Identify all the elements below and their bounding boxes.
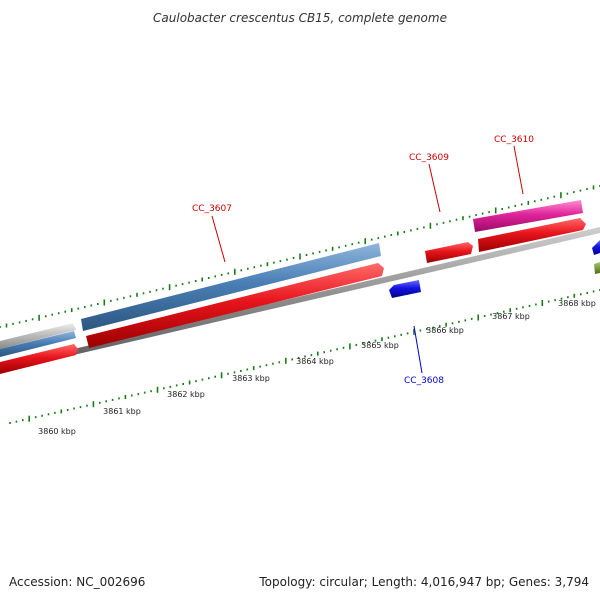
gene-label-cc3610: CC_3610 <box>494 135 534 145</box>
gene-label-cc3607: CC_3607 <box>192 204 232 214</box>
scale-label: 3864 kbp <box>296 357 334 366</box>
red-cds-3610 <box>478 218 586 252</box>
grey-feature <box>0 323 76 349</box>
genome-stats-text: Topology: circular; Length: 4,016,947 bp… <box>258 575 589 589</box>
outer-tick-ring <box>0 185 600 328</box>
blue-feature-left <box>0 331 76 357</box>
map-title: Caulobacter crescentus CB15, complete ge… <box>153 11 447 25</box>
accession-text: Accession: NC_002696 <box>9 575 145 589</box>
backbone <box>0 227 600 372</box>
blue-feature <box>81 243 381 331</box>
pink-feature <box>473 200 583 232</box>
callout-cc3609 <box>428 163 441 213</box>
scale-label: 3861 kbp <box>103 407 141 416</box>
scale-label: 3868 kbp <box>558 299 596 308</box>
green-feature <box>594 262 600 274</box>
red-cds-3607 <box>86 263 384 348</box>
feature-track <box>0 200 600 374</box>
blue-cds-3608 <box>389 280 421 298</box>
red-cds-left <box>0 344 78 374</box>
callout-cc3608 <box>413 325 423 374</box>
scale-label: 3867 kbp <box>492 312 530 321</box>
gene-label-cc3608: CC_3608 <box>404 376 444 386</box>
scale-label: 3863 kbp <box>232 374 270 383</box>
callout-cc3610 <box>513 145 524 195</box>
scale-label: 3860 kbp <box>38 427 76 436</box>
inner-tick-ring <box>9 289 600 424</box>
red-cds-3609 <box>425 242 473 263</box>
scale-label: 3866 kbp <box>426 326 464 335</box>
scale-label: 3865 kbp <box>361 341 399 350</box>
gene-label-cc3609: CC_3609 <box>409 153 449 163</box>
scale-label: 3862 kbp <box>167 390 205 399</box>
callout-cc3607 <box>211 215 226 263</box>
blue-cds-right <box>592 240 600 255</box>
